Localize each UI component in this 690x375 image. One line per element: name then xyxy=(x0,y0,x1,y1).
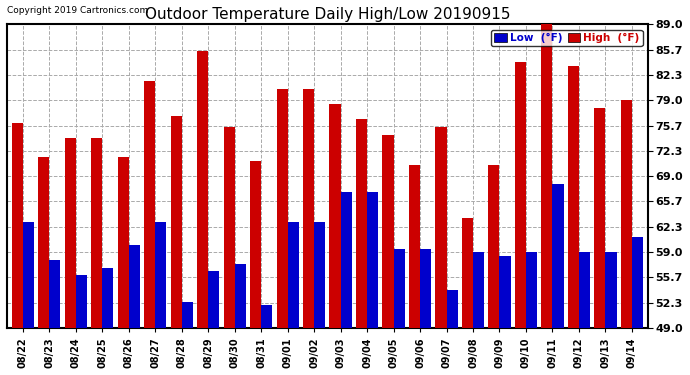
Bar xyxy=(102,267,113,375)
Bar xyxy=(49,260,61,375)
Bar xyxy=(435,127,446,375)
Bar xyxy=(12,123,23,375)
Bar xyxy=(356,119,367,375)
Bar xyxy=(542,24,553,375)
Bar xyxy=(277,89,288,375)
Bar xyxy=(409,165,420,375)
Bar xyxy=(473,252,484,375)
Bar xyxy=(367,192,378,375)
Bar xyxy=(76,275,87,375)
Bar xyxy=(261,306,273,375)
Bar xyxy=(526,252,537,375)
Bar xyxy=(420,249,431,375)
Bar xyxy=(462,218,473,375)
Bar xyxy=(594,108,605,375)
Bar xyxy=(91,138,102,375)
Legend: Low  (°F), High  (°F): Low (°F), High (°F) xyxy=(491,30,642,46)
Bar xyxy=(208,272,219,375)
Bar xyxy=(181,302,193,375)
Bar xyxy=(288,222,299,375)
Title: Outdoor Temperature Daily High/Low 20190915: Outdoor Temperature Daily High/Low 20190… xyxy=(145,7,510,22)
Bar xyxy=(489,165,500,375)
Bar xyxy=(314,222,325,375)
Bar xyxy=(170,116,181,375)
Bar xyxy=(579,252,590,375)
Bar xyxy=(393,249,405,375)
Bar xyxy=(224,127,235,375)
Bar xyxy=(446,290,457,375)
Bar xyxy=(65,138,76,375)
Bar xyxy=(382,135,393,375)
Bar xyxy=(553,184,564,375)
Bar xyxy=(23,222,34,375)
Bar xyxy=(632,237,643,375)
Bar xyxy=(568,66,579,375)
Bar xyxy=(144,81,155,375)
Bar xyxy=(605,252,617,375)
Bar xyxy=(155,222,166,375)
Bar xyxy=(621,100,632,375)
Bar xyxy=(38,158,49,375)
Bar xyxy=(250,161,261,375)
Bar xyxy=(129,245,140,375)
Bar xyxy=(330,104,341,375)
Text: Copyright 2019 Cartronics.com: Copyright 2019 Cartronics.com xyxy=(7,6,148,15)
Bar xyxy=(235,264,246,375)
Bar xyxy=(341,192,352,375)
Bar xyxy=(303,89,314,375)
Bar xyxy=(500,256,511,375)
Bar xyxy=(197,51,208,375)
Bar xyxy=(117,158,129,375)
Bar xyxy=(515,63,526,375)
